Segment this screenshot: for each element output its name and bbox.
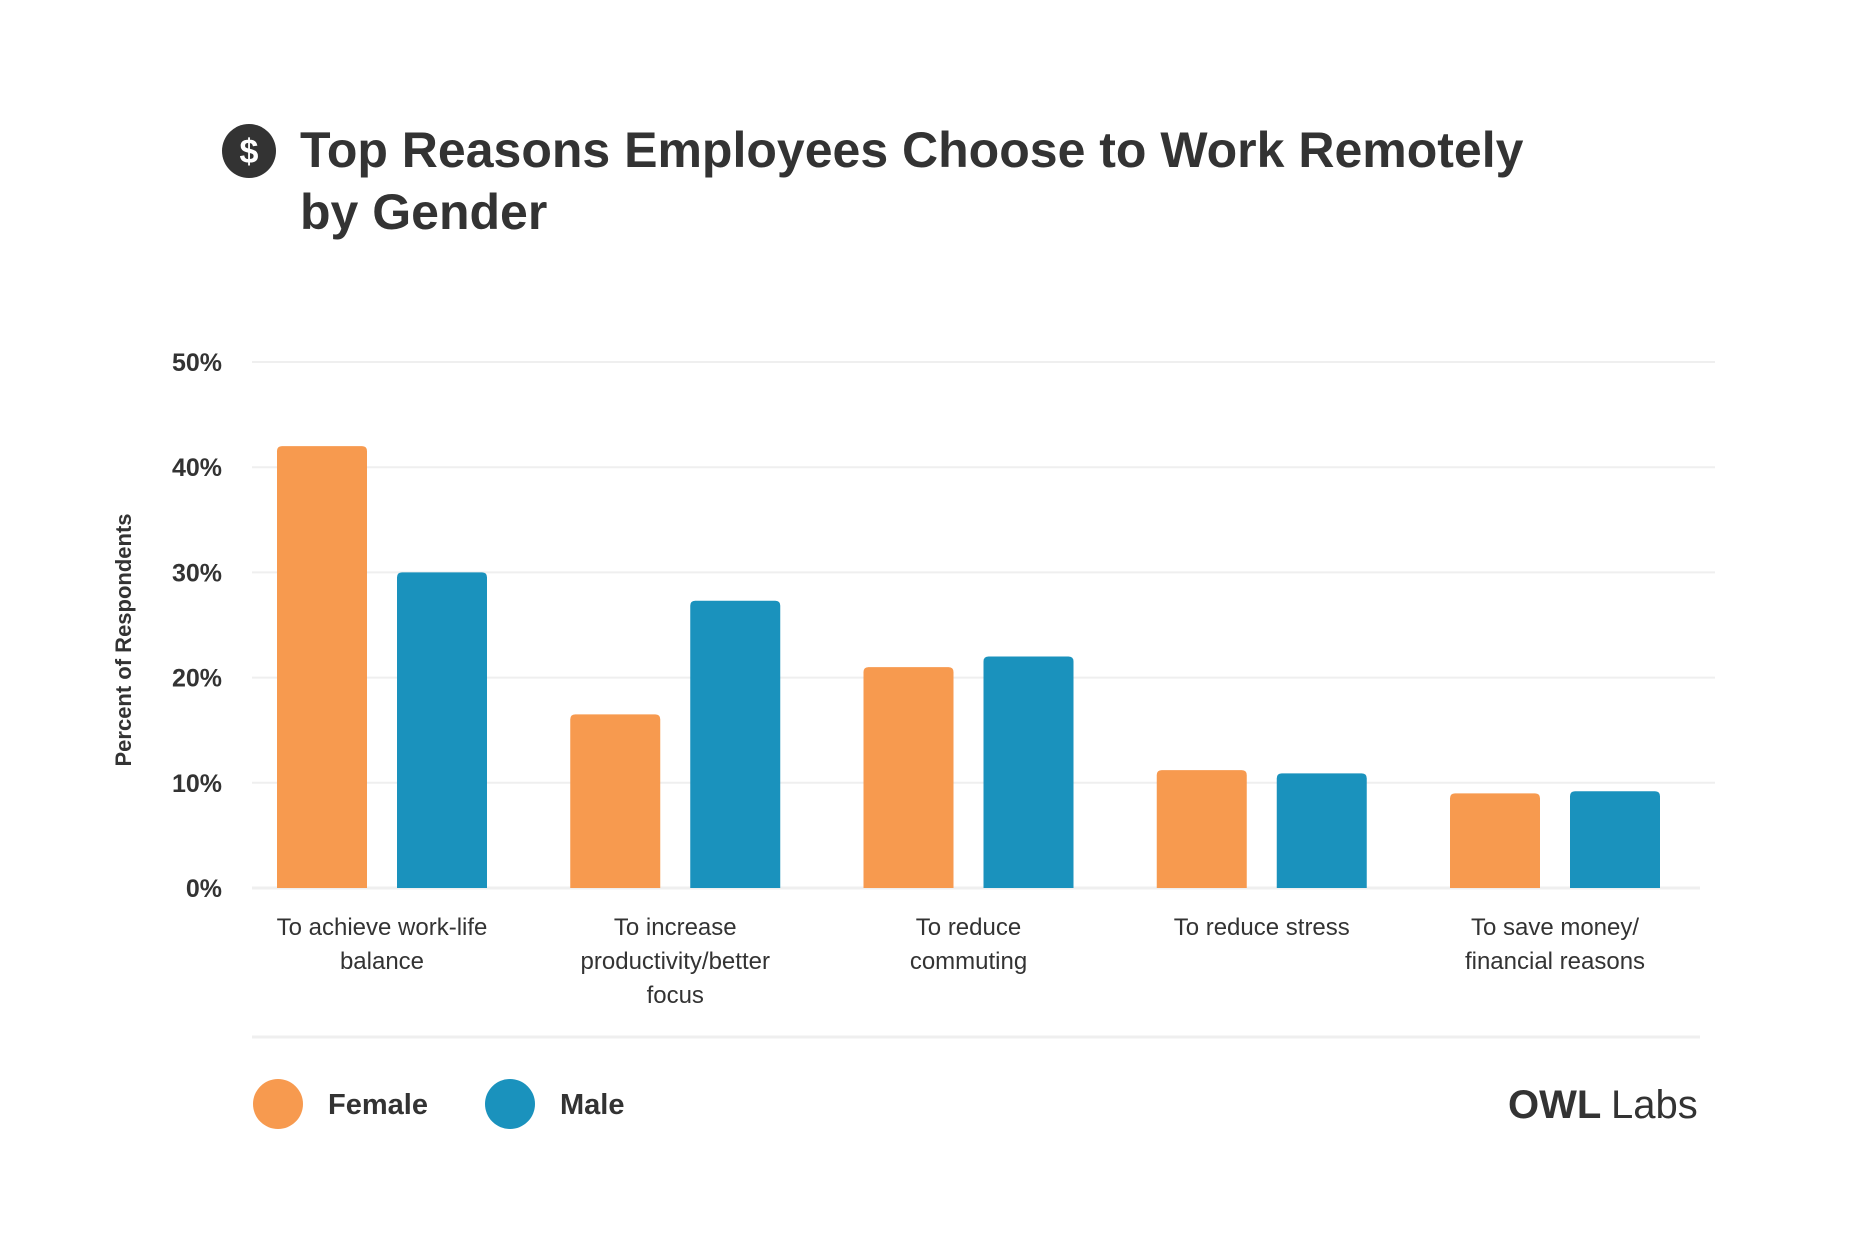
bars [277, 446, 1660, 888]
x-category-label-line: financial reasons [1465, 948, 1645, 975]
x-category-label: To achieve work-life balance [277, 914, 488, 975]
bar-male [1276, 773, 1367, 888]
chart-title-line-2: by Gender [300, 184, 547, 240]
x-category-label-line: productivity/better [581, 948, 770, 975]
bar-male [1570, 791, 1660, 888]
bar-female [277, 446, 367, 888]
x-category-label: To save money/financial reasons [1465, 914, 1645, 975]
dollar-sign-glyph: $ [240, 133, 259, 171]
y-tick-label: 20% [172, 665, 222, 693]
bar-female [863, 667, 954, 888]
y-tick-label: 30% [172, 559, 222, 587]
logo-owl-text: OWL [1508, 1083, 1601, 1127]
title-group: $ Top Reasons Employees Choose to Work R… [222, 122, 1524, 240]
legend-label-male: Male [560, 1089, 624, 1121]
bar-female [1156, 770, 1247, 888]
y-tick-label: 50% [172, 349, 222, 377]
x-category-label-line: To reduce [916, 914, 1021, 941]
x-category-label-line: To save money/ [1471, 914, 1639, 941]
bar-male [983, 656, 1074, 888]
bar-male [397, 572, 487, 888]
x-category-label-line: commuting [910, 948, 1027, 975]
owl-labs-logo: OWL Labs [1508, 1083, 1698, 1127]
x-category-label: To reduce commuting [910, 914, 1027, 975]
x-category-label-line: To increase [614, 914, 737, 941]
bar-female [570, 714, 661, 888]
x-category-labels: To achieve work-life balance To increase pr… [277, 914, 1645, 1009]
legend-swatch-male [485, 1079, 535, 1129]
y-tick-label: 0% [186, 875, 222, 903]
dollar-circle-icon [222, 124, 276, 178]
y-tick-label: 10% [172, 770, 222, 798]
legend-item-female: Female [253, 1079, 428, 1129]
legend: Female Male [253, 1079, 624, 1129]
y-tick-labels: 0% 10% 20% 30% 40% 50% [172, 349, 222, 903]
x-category-label: To increase productivity/better focus [581, 914, 770, 1009]
legend-swatch-female [253, 1079, 303, 1129]
legend-item-male: Male [485, 1079, 624, 1129]
x-category-label-line: focus [647, 982, 704, 1009]
y-tick-label: 40% [172, 454, 222, 482]
bar-male [690, 600, 781, 888]
logo-labs-text: Labs [1611, 1083, 1698, 1127]
x-category-label-line: To achieve work-life [277, 914, 488, 941]
x-category-label-line: balance [340, 948, 424, 975]
x-category-label-line: To reduce stress [1174, 914, 1350, 941]
chart-title-line-1: Top Reasons Employees Choose to Work Rem… [300, 122, 1524, 178]
bar-female [1450, 793, 1540, 888]
legend-label-female: Female [328, 1089, 428, 1121]
y-axis-label: Percent of Respondents [111, 513, 136, 766]
x-category-label: To reduce stress [1174, 914, 1350, 941]
